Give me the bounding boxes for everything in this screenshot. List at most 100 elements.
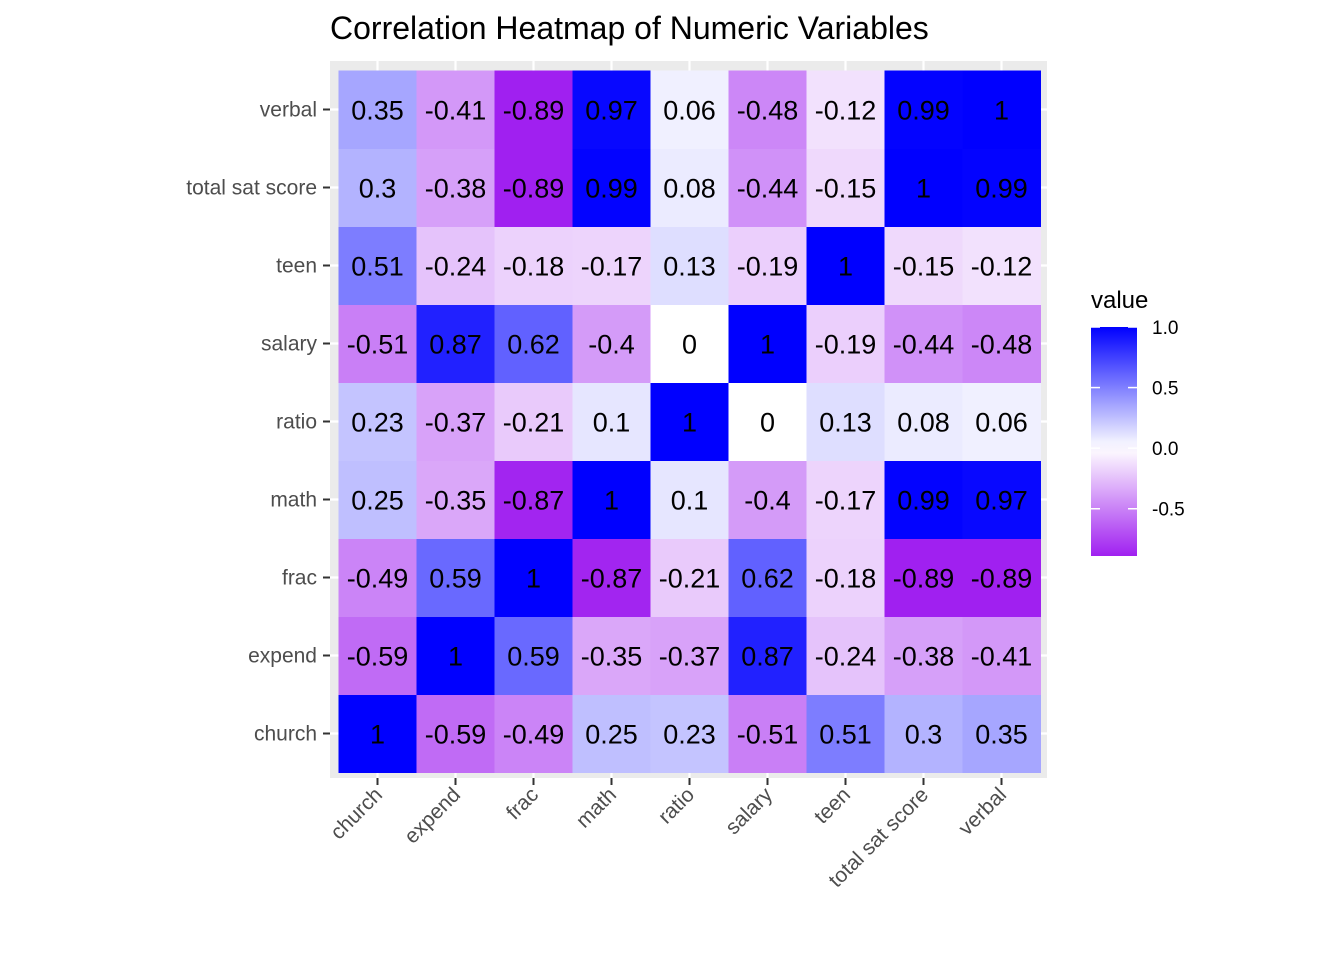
color-legend: value 1.0 0.5 0.0 -0.5	[1091, 287, 1185, 556]
y-tick-label: church	[254, 723, 317, 746]
cell-value-label: 0	[760, 408, 775, 438]
heatmap-cell	[494, 694, 573, 773]
heatmap-cell	[338, 694, 417, 773]
cell-value-label: 0.08	[897, 408, 950, 438]
heatmap-cell	[572, 226, 651, 305]
x-tick-label: ratio	[654, 783, 699, 828]
cell-value-label: -0.59	[347, 642, 409, 672]
heatmap-cell	[416, 616, 495, 695]
cell-value-label: 0.99	[897, 486, 950, 516]
x-axis: church expend frac math ratio salary teentotal…	[326, 778, 1011, 892]
x-tick-label: math	[572, 783, 621, 832]
heatmap-cell	[884, 70, 963, 149]
cell-value-label: -0.24	[815, 642, 877, 672]
heatmap-cell	[338, 226, 417, 305]
heatmap-cell	[338, 382, 417, 461]
y-tick-label: frac	[282, 567, 317, 590]
cell-value-label: 1	[604, 486, 619, 516]
heatmap-cell	[572, 538, 651, 617]
cell-value-label: -0.87	[581, 564, 643, 594]
heatmap-cell	[338, 304, 417, 383]
cell-value-label: -0.51	[347, 330, 409, 360]
cell-value-label: 0.97	[975, 486, 1028, 516]
cell-value-label: 0.23	[351, 408, 404, 438]
heatmap-cell	[650, 304, 729, 383]
heatmap-cell	[728, 616, 807, 695]
cell-value-label: -0.18	[503, 252, 565, 282]
cell-value-label: -0.35	[581, 642, 643, 672]
x-tick-label: church	[326, 783, 387, 844]
cell-value-label: 0.87	[429, 330, 482, 360]
heatmap-cell	[650, 538, 729, 617]
cell-value-label: -0.87	[503, 486, 565, 516]
heatmap-cell	[728, 226, 807, 305]
cell-value-label: -0.24	[425, 252, 487, 282]
cell-value-label: 0.97	[585, 96, 638, 126]
heatmap-cell	[572, 694, 651, 773]
heatmap-cell	[416, 460, 495, 539]
heatmap-cell	[338, 70, 417, 149]
cell-labels: 1 -0.59 -0.49 0.25 0.23 -0.51 0.51 0.3 0.35 -0.59…	[347, 96, 1033, 750]
cell-value-label: 0.59	[507, 642, 560, 672]
cell-value-label: 0.3	[905, 720, 943, 750]
heatmap-cell	[962, 226, 1041, 305]
cell-value-label: -0.19	[737, 252, 799, 282]
cell-value-label: 0.51	[351, 252, 404, 282]
cell-value-label: 0.62	[507, 330, 560, 360]
heatmap-cell	[884, 460, 963, 539]
heatmap-cell	[494, 616, 573, 695]
cell-value-label: -0.41	[425, 96, 487, 126]
heatmap-cell	[806, 148, 885, 227]
heatmap-cell	[338, 538, 417, 617]
legend-tick-label: 1.0	[1152, 318, 1178, 339]
cell-value-label: 1	[526, 564, 541, 594]
heatmap-cell	[572, 460, 651, 539]
legend-ticks: 1.0 0.5 0.0 -0.5	[1091, 318, 1185, 521]
heatmap-cell	[416, 70, 495, 149]
heatmap-cell	[416, 304, 495, 383]
cell-value-label: -0.17	[815, 486, 877, 516]
heatmap-cell	[416, 538, 495, 617]
heatmap-cell	[650, 694, 729, 773]
heatmap-cell	[962, 148, 1041, 227]
cell-value-label: 0.87	[741, 642, 794, 672]
cell-value-label: 0.99	[585, 174, 638, 204]
y-tick-label: verbal	[260, 99, 317, 122]
cell-value-label: -0.89	[971, 564, 1033, 594]
heatmap-cell	[572, 616, 651, 695]
cell-value-label: 1	[994, 96, 1009, 126]
legend-title: value	[1091, 287, 1148, 314]
heatmap-cell	[728, 304, 807, 383]
heatmap-cell	[650, 226, 729, 305]
cell-value-label: 1	[916, 174, 931, 204]
cell-value-label: 0	[682, 330, 697, 360]
cell-value-label: -0.59	[425, 720, 487, 750]
y-tick-label: total sat score	[186, 177, 317, 200]
cell-value-label: 0.99	[897, 96, 950, 126]
heatmap-cell	[338, 616, 417, 695]
heatmap-cell	[806, 382, 885, 461]
heatmap-cell	[650, 70, 729, 149]
cell-value-label: -0.44	[893, 330, 955, 360]
cell-value-label: -0.21	[503, 408, 565, 438]
heatmap-cell	[962, 460, 1041, 539]
cell-value-label: 0.62	[741, 564, 794, 594]
cell-value-label: 0.51	[819, 720, 872, 750]
heatmap-cell	[572, 70, 651, 149]
heatmap-cell	[494, 226, 573, 305]
heatmap-cells	[338, 70, 1041, 773]
x-tick-label: frac	[502, 783, 543, 824]
cell-value-label: -0.51	[737, 720, 799, 750]
heatmap-cell	[416, 226, 495, 305]
heatmap-cell	[572, 148, 651, 227]
cell-value-label: 0.59	[429, 564, 482, 594]
cell-value-label: -0.38	[425, 174, 487, 204]
heatmap-cell	[494, 538, 573, 617]
cell-value-label: -0.89	[503, 96, 565, 126]
x-tick-label: verbal	[954, 783, 1011, 840]
cell-value-label: 1	[838, 252, 853, 282]
legend-tick-label: 0.0	[1152, 439, 1178, 460]
cell-value-label: -0.38	[893, 642, 955, 672]
heatmap-cell	[962, 304, 1041, 383]
heatmap-cell	[650, 616, 729, 695]
